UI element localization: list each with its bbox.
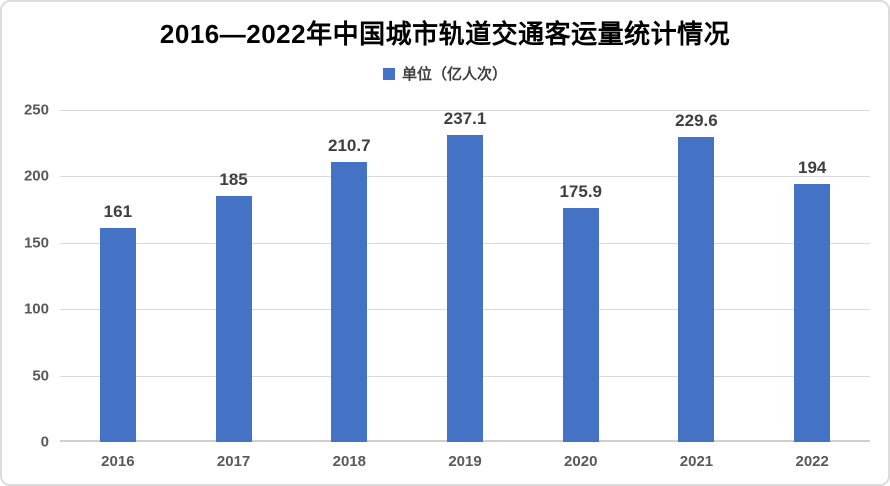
x-tick-label-2016: 2016 (101, 453, 135, 470)
bar-2017 (215, 196, 252, 442)
y-axis: 0 50 100 150 200 250 (2, 103, 49, 450)
x-tick-label-2020: 2020 (564, 453, 598, 470)
y-tick-label-0: 0 (40, 433, 49, 451)
y-tick-label-100: 100 (23, 300, 49, 318)
bar-column-2017: 185 (176, 110, 292, 442)
bar-column-2022: 194 (754, 110, 870, 442)
bar-2020 (562, 208, 599, 442)
bars-row: 161 185 210.7 237.1 175.9 229.6 194 (60, 110, 870, 442)
x-tick-label-2017: 2017 (216, 453, 251, 470)
plot-area: 161 185 210.7 237.1 175.9 229.6 194 (60, 110, 870, 442)
x-axis: 2016 2017 2018 2019 2020 2021 2022 (60, 454, 870, 469)
chart-title: 2016—2022年中国城市轨道交通客运量统计情况 (159, 19, 731, 49)
bar-value-label-2019: 237.1 (443, 109, 487, 128)
bar-column-2016: 161 (60, 110, 176, 442)
bar-column-2018: 210.7 (291, 110, 407, 442)
bar-column-2020: 175.9 (523, 110, 639, 442)
legend: 单位（亿人次） (2, 63, 888, 84)
bar-value-label-2018: 210.7 (328, 136, 371, 156)
bar-column-2019: 237.1 (407, 110, 523, 442)
bar-value-label-2021: 229.6 (675, 111, 718, 131)
x-tick-label-2018: 2018 (332, 453, 366, 470)
bar-value-label-2016: 161 (103, 202, 133, 222)
y-tick-label-250: 250 (23, 101, 49, 119)
bar-2016 (99, 228, 136, 442)
x-tick-label-2021: 2021 (679, 453, 714, 470)
bar-2018 (331, 162, 368, 442)
bar-2022 (794, 184, 831, 442)
legend-label: 单位（亿人次） (401, 66, 507, 83)
x-tick-label-2019: 2019 (448, 453, 482, 470)
legend-swatch-icon (382, 67, 395, 80)
y-tick-label-200: 200 (23, 167, 49, 185)
y-tick-label-150: 150 (23, 234, 49, 252)
y-tick-label-50: 50 (32, 367, 49, 385)
bar-2021 (678, 137, 715, 442)
bar-value-label-2022: 194 (797, 158, 827, 178)
x-tick-label-2022: 2022 (795, 453, 829, 470)
bar-column-2021: 229.6 (639, 110, 755, 442)
bar-2019 (447, 135, 484, 442)
bar-value-label-2020: 175.9 (559, 182, 602, 202)
gridline-250 (60, 110, 870, 111)
bar-value-label-2017: 185 (219, 170, 248, 190)
